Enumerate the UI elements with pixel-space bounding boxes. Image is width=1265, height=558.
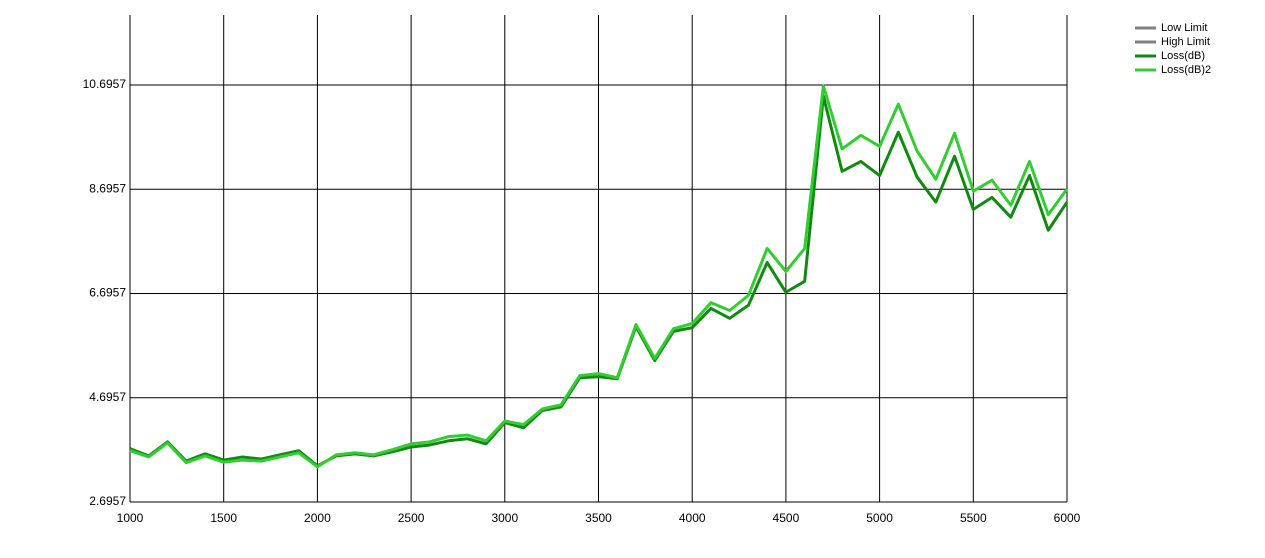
x-tick-label: 3500 [585,511,612,525]
legend-label: High Limit [1161,36,1210,48]
y-tick-label: 2.6957 [89,494,126,508]
y-tick-label: 6.6957 [89,286,126,300]
x-tick-label: 6000 [1054,511,1081,525]
x-tick-label: 1500 [210,511,237,525]
legend-label: Loss(dB) [1161,50,1205,62]
data-line [129,94,1069,468]
y-tick-label: 4.6957 [89,390,126,404]
x-tick-label: 1000 [117,511,144,525]
x-tick-label: 3000 [491,511,518,525]
y-tick-label: 10.6957 [83,77,127,91]
x-tick-label: 4000 [679,511,706,525]
y-tick-label: 8.6957 [89,181,126,195]
x-tick-label: 2000 [304,511,331,525]
x-tick-label: 4500 [773,511,800,525]
legend-label: Loss(dB)2 [1161,64,1211,76]
x-tick-label: 5000 [866,511,893,525]
x-tick-label: 5500 [960,511,987,525]
legend-label: Low Limit [1161,22,1207,34]
data-line [129,84,1069,469]
x-tick-label: 2500 [398,511,425,525]
